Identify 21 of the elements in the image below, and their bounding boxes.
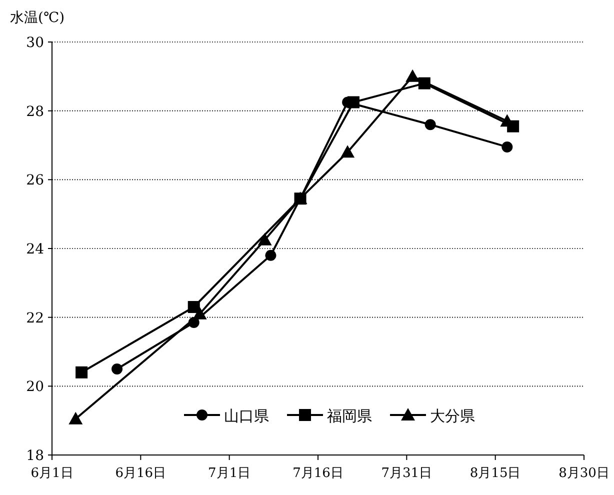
y-tick-label: 24	[26, 242, 44, 258]
y-axis-title: 水温(℃)	[10, 10, 65, 26]
x-tick-label: 6月16日	[115, 466, 166, 481]
legend-label: 福岡県	[327, 407, 372, 425]
legend-label: 山口県	[224, 407, 269, 425]
x-tick-label: 8月30日	[558, 466, 610, 481]
legend-label: 大分県	[430, 407, 475, 425]
y-tick-label: 28	[26, 104, 44, 120]
legend-大分県: 大分県	[390, 407, 475, 425]
y-tick-label: 18	[26, 448, 44, 464]
x-tick-label: 7月31日	[381, 466, 432, 481]
x-tick-label: 6月1日	[30, 466, 74, 481]
x-tick-label: 8月15日	[470, 466, 521, 481]
x-tick-label: 7月1日	[208, 466, 251, 481]
legend-福岡県: 福岡県	[287, 407, 372, 425]
y-tick-label: 26	[26, 172, 44, 189]
y-tick-label: 20	[26, 379, 44, 396]
legend-山口県: 山口県	[184, 407, 269, 425]
x-tick-label: 7月16日	[292, 466, 344, 481]
y-tick-label: 22	[26, 310, 44, 326]
y-tick-label: 30	[26, 35, 44, 51]
